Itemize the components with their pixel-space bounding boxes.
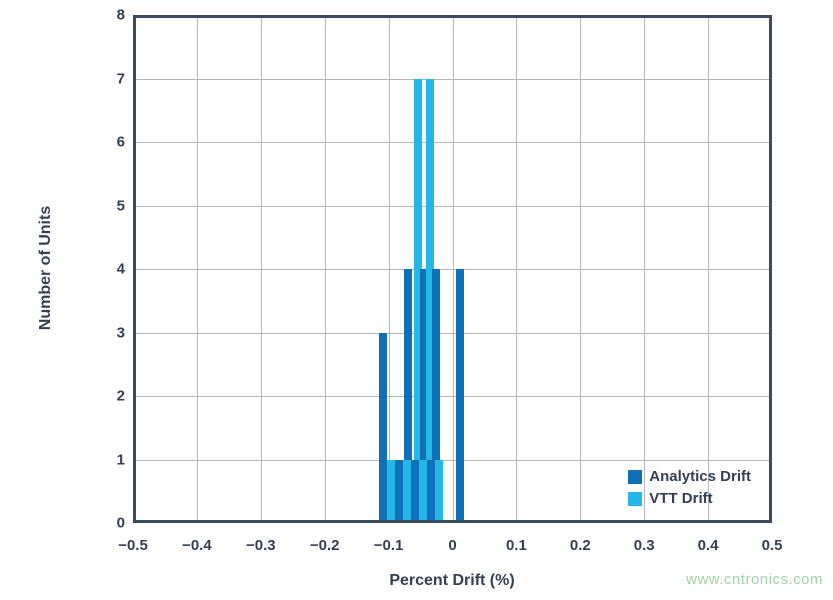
y-tick-label: 6 bbox=[116, 133, 125, 151]
watermark-text: www.cntronics.com bbox=[686, 571, 823, 588]
histogram-bar-vtt bbox=[387, 459, 395, 520]
histogram-bar-analytics bbox=[431, 269, 440, 520]
gridline-vertical bbox=[516, 18, 518, 520]
x-axis-title: Percent Drift (%) bbox=[389, 572, 515, 589]
x-tick-label: 0.4 bbox=[697, 537, 719, 554]
gridline-vertical bbox=[644, 18, 646, 520]
histogram-bar-analytics bbox=[403, 269, 412, 520]
x-tick-label: −0.4 bbox=[182, 537, 212, 554]
gridline-vertical bbox=[324, 18, 326, 520]
histogram-bar-vtt bbox=[434, 459, 443, 520]
histogram-bar-vtt bbox=[425, 78, 434, 520]
gridline-vertical bbox=[580, 18, 582, 520]
gridline-vertical bbox=[260, 18, 262, 520]
histogram-bar-vtt bbox=[419, 459, 427, 520]
gridline-vertical bbox=[196, 18, 198, 520]
histogram-bar-vtt bbox=[402, 459, 411, 520]
x-tick-label: −0.5 bbox=[118, 537, 148, 554]
x-tick-label: −0.2 bbox=[309, 537, 340, 554]
histogram-bar-analytics bbox=[419, 269, 428, 520]
y-tick-label: 7 bbox=[116, 70, 125, 87]
legend: Analytics Drift VTT Drift bbox=[628, 469, 751, 506]
x-tick-label: 0.1 bbox=[505, 537, 527, 554]
gridline-vertical bbox=[452, 18, 454, 520]
y-tick-label: 3 bbox=[116, 324, 125, 341]
x-tick-label: 0.2 bbox=[569, 537, 591, 554]
x-tick-label: 0 bbox=[448, 537, 457, 554]
legend-swatch-vtt-drift bbox=[628, 491, 643, 506]
legend-label-vtt-drift: VTT Drift bbox=[649, 490, 713, 507]
y-tick-label: 2 bbox=[116, 387, 125, 405]
y-tick-label: 5 bbox=[116, 197, 125, 214]
plot-area: Analytics Drift VTT Drift bbox=[133, 15, 772, 523]
histogram-bar-analytics bbox=[456, 269, 464, 520]
x-tick-label: −0.3 bbox=[245, 537, 276, 554]
x-tick-label: 0.3 bbox=[633, 537, 655, 554]
y-axis-title: Number of Units bbox=[37, 205, 54, 331]
x-tick-label: −0.1 bbox=[373, 537, 404, 554]
histogram-bar-analytics bbox=[411, 459, 419, 520]
histogram-bar-analytics bbox=[379, 332, 387, 520]
gridline-vertical bbox=[388, 18, 390, 520]
histogram-bar-analytics bbox=[427, 459, 435, 520]
histogram-bar-vtt bbox=[413, 78, 422, 520]
legend-item-analytics-drift: Analytics Drift bbox=[628, 469, 751, 484]
legend-swatch-analytics-drift bbox=[628, 469, 643, 484]
legend-item-vtt-drift: VTT Drift bbox=[628, 491, 751, 506]
y-tick-label: 1 bbox=[116, 451, 125, 468]
x-tick-label: 0.5 bbox=[761, 537, 783, 554]
y-tick-label: 0 bbox=[116, 514, 125, 532]
y-tick-label: 4 bbox=[116, 260, 125, 278]
gridline-vertical bbox=[708, 18, 710, 520]
legend-label-analytics-drift: Analytics Drift bbox=[649, 468, 751, 485]
y-tick-label: 8 bbox=[116, 6, 125, 24]
histogram-bar-analytics bbox=[394, 459, 403, 520]
